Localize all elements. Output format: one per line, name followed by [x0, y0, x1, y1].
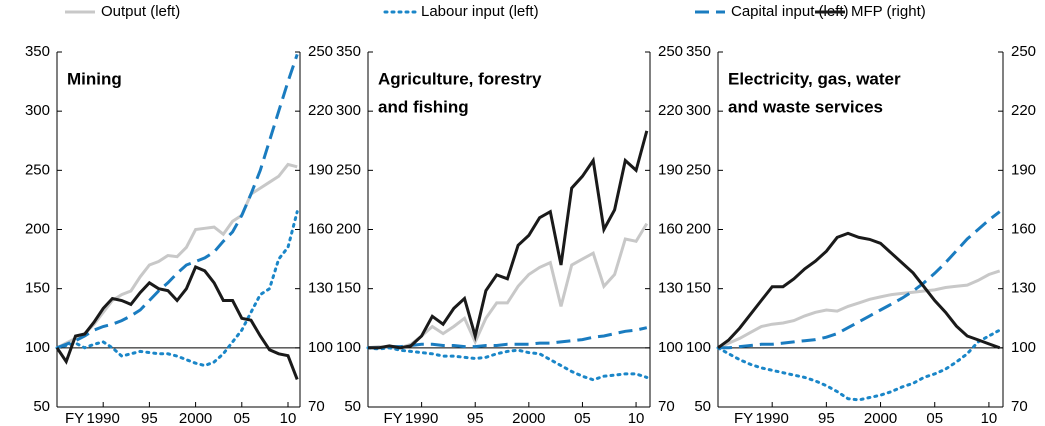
y-tick-label: 50 [344, 398, 361, 415]
y2-tick-label: 220 [308, 102, 333, 119]
series-line [368, 326, 648, 350]
y-tick-label: 100 [25, 339, 50, 356]
y2-tick-label: 190 [308, 161, 333, 178]
x-axis-prefix: FY [65, 410, 84, 426]
x-tick-label: 2000 [512, 410, 545, 426]
y-tick-label: 250 [25, 161, 50, 178]
y-tick-label: 200 [25, 220, 50, 237]
x-tick-label: 95 [467, 410, 484, 426]
series-line [368, 130, 649, 350]
y-tick-label: 300 [336, 102, 361, 119]
y-tick-label: 200 [336, 220, 361, 237]
x-tick-label: 10 [628, 410, 645, 426]
y2-tick-label: 100 [658, 339, 683, 356]
y2-tick-label: 250 [308, 43, 333, 60]
y-tick-label: 350 [336, 43, 361, 60]
legend-label: Output (left) [101, 3, 180, 20]
y-tick-label: 200 [686, 220, 711, 237]
y-tick-label: 150 [336, 280, 361, 297]
x-axis-prefix: FY [734, 410, 753, 426]
y-tick-label: 150 [686, 280, 711, 297]
series-line [717, 269, 1001, 350]
y2-tick-label: 130 [1011, 280, 1036, 297]
y2-tick-label: 130 [308, 280, 333, 297]
y-tick-label: 300 [25, 102, 50, 119]
y2-tick-label: 70 [658, 398, 675, 415]
panel-title: and waste services [728, 97, 883, 116]
y-tick-label: 50 [33, 398, 50, 415]
panel-title: Agriculture, forestry [378, 69, 542, 88]
y-tick-label: 50 [694, 398, 711, 415]
series-line [367, 222, 649, 350]
y2-tick-label: 190 [658, 161, 683, 178]
x-tick-label: 95 [818, 410, 835, 426]
x-tick-label: 1990 [405, 410, 438, 426]
y-tick-label: 300 [686, 102, 711, 119]
y2-tick-label: 130 [658, 280, 683, 297]
series-line [55, 265, 299, 380]
panel-title: Electricity, gas, water [728, 69, 901, 88]
y-tick-label: 350 [25, 43, 50, 60]
series-line [55, 210, 299, 368]
legend-label: MFP (right) [851, 3, 926, 20]
y2-tick-label: 250 [1011, 43, 1036, 60]
x-tick-label: 10 [981, 410, 998, 426]
panel-title: and fishing [378, 97, 469, 116]
legend-label: Capital input (left) [731, 3, 849, 20]
series-line [366, 346, 649, 382]
y2-tick-label: 220 [658, 102, 683, 119]
y2-tick-label: 70 [1011, 398, 1028, 415]
y2-tick-label: 100 [1011, 339, 1036, 356]
y2-tick-label: 100 [308, 339, 333, 356]
y2-tick-label: 160 [1011, 220, 1036, 237]
x-axis-prefix: FY [383, 410, 402, 426]
x-tick-label: 1990 [755, 410, 788, 426]
series-line [718, 210, 1001, 350]
x-tick-label: 05 [233, 410, 250, 426]
y2-tick-label: 190 [1011, 161, 1036, 178]
y-tick-label: 350 [686, 43, 711, 60]
y2-tick-label: 220 [1011, 102, 1036, 119]
y2-tick-label: 250 [658, 43, 683, 60]
y2-tick-label: 160 [308, 220, 333, 237]
y2-tick-label: 160 [658, 220, 683, 237]
x-tick-label: 2000 [179, 410, 212, 426]
x-tick-label: 2000 [864, 410, 897, 426]
x-tick-label: 05 [926, 410, 943, 426]
y-tick-label: 250 [686, 161, 711, 178]
panel-title: Mining [67, 69, 122, 88]
x-tick-label: 10 [280, 410, 297, 426]
y-tick-label: 100 [336, 339, 361, 356]
series-line [56, 53, 299, 350]
series-line [56, 162, 298, 350]
legend-label: Labour input (left) [421, 3, 539, 20]
series-line [716, 328, 1002, 402]
x-tick-label: 1990 [87, 410, 120, 426]
x-tick-label: 95 [141, 410, 158, 426]
x-tick-label: 05 [574, 410, 591, 426]
y-tick-label: 150 [25, 280, 50, 297]
y-tick-label: 250 [336, 161, 361, 178]
series-line [717, 231, 1001, 350]
y2-tick-label: 70 [308, 398, 325, 415]
y-tick-label: 100 [686, 339, 711, 356]
